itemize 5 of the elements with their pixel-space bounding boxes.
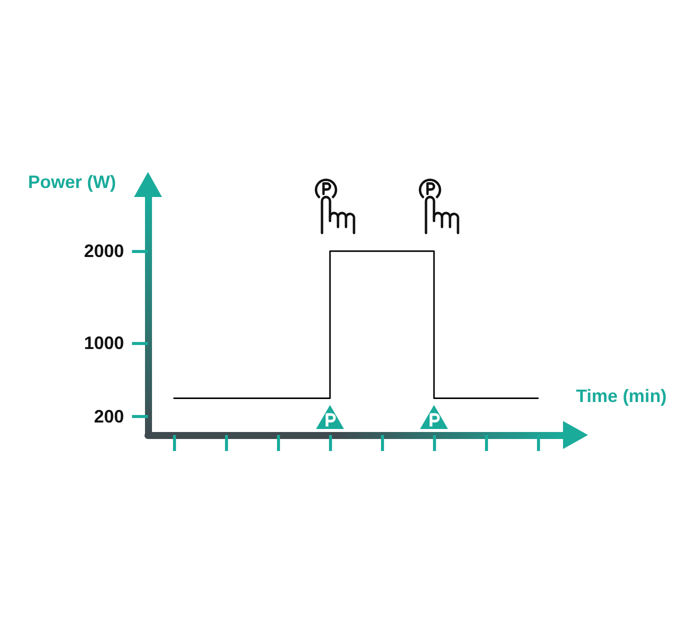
y-tick-label: 200	[94, 406, 124, 427]
y-tick-label: 1000	[84, 333, 124, 354]
y-axis-title: Power (W)	[28, 172, 116, 192]
y-tick-label: 2000	[84, 241, 124, 262]
x-axis-title: Time (min)	[576, 386, 667, 406]
